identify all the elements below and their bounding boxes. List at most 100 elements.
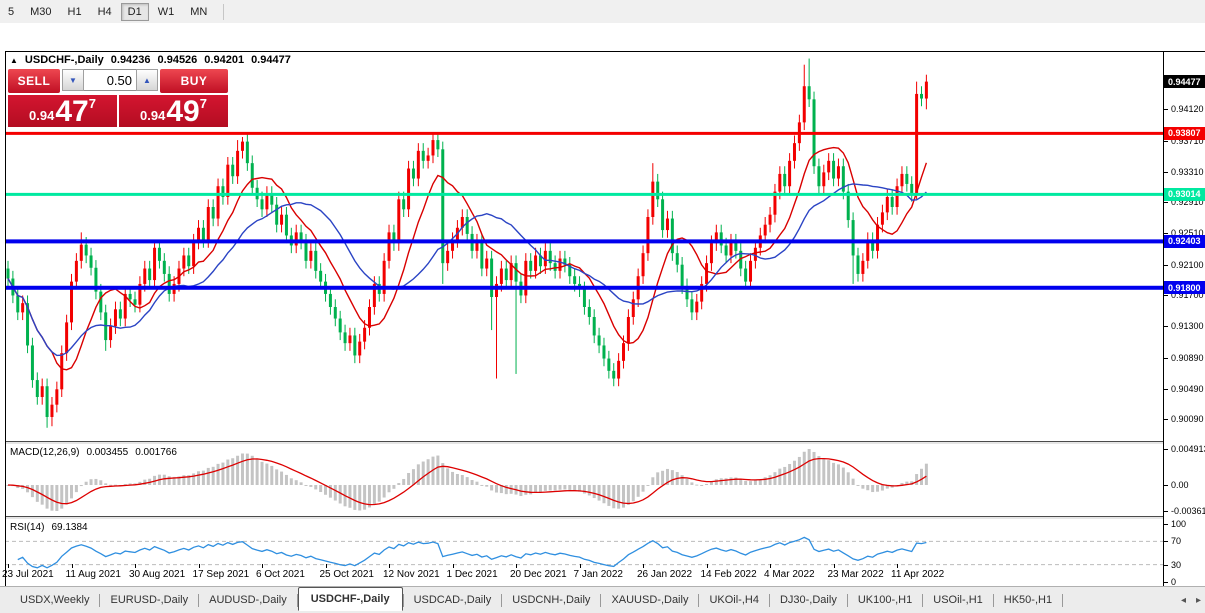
candle-body [724,245,728,256]
date-axis-tick [262,564,263,568]
candle-body [201,227,205,241]
tab-scroll-right-icon[interactable]: ▸ [1195,595,1201,606]
macd-signal-line [7,457,927,506]
chart-tab-uk100h1[interactable]: UK100-,H1 [857,594,913,606]
macd-histogram-bar [631,485,635,502]
horizontal-level-line[interactable] [5,239,1163,244]
candle-body [304,241,308,261]
chart-tab-usoilh1[interactable]: USOil-,H1 [933,594,983,606]
chart-tab-audusddaily[interactable]: AUDUSD-,Daily [209,594,287,606]
sell-price[interactable]: 0.94 47 7 [8,95,117,127]
candle-body [587,307,591,317]
date-axis-label: 12 Nov 2021 [383,569,440,580]
chart-tab-usdchfdaily[interactable]: USDCHF-,Daily [297,587,403,611]
volume-input[interactable] [84,69,136,91]
price-chart-svg[interactable] [5,51,1163,441]
chart-tab-eurusddaily[interactable]: EURUSD-,Daily [110,594,189,606]
chart-tab-ukoilh4[interactable]: UKOil-,H4 [709,594,759,606]
chart-tab-dj30daily[interactable]: DJ30-,Daily [779,594,837,606]
timeframe-button-m30[interactable]: M30 [30,5,52,18]
tab-separator [198,593,200,607]
tab-separator [768,593,770,607]
candle-body [148,268,152,281]
horizontal-level-line[interactable] [5,131,1163,135]
candle-body [880,212,884,225]
macd-histogram-bar [426,459,430,485]
candle-body [128,293,132,300]
ma-fast-line [7,146,928,371]
tab-scroll-arrows: ◂ ▸ [1181,587,1201,613]
date-axis-tick [389,564,390,568]
candle-body [622,343,626,361]
chart-tab-usdcnhdaily[interactable]: USDCNH-,Daily [512,594,591,606]
candle-body [270,193,274,205]
chart-tab-usdcaddaily[interactable]: USDCAD-,Daily [413,594,492,606]
macd-histogram-bar [221,462,225,485]
tab-separator [922,593,924,607]
chart-tab-hk50h1[interactable]: HK50-,H1 [1003,594,1053,606]
timeframe-button-w1[interactable]: W1 [157,5,175,18]
timeframe-button-h1[interactable]: H1 [67,5,82,18]
volume-decrease-icon[interactable]: ▼ [62,69,84,91]
candle-body [94,267,98,292]
macd-histogram-bar [910,481,914,485]
macd-histogram-bar [304,485,308,486]
rsi-panel[interactable] [5,519,1163,586]
macd-histogram-bar [177,476,181,485]
macd-name: MACD(12,26,9) [10,447,80,458]
macd-histogram-bar [582,485,586,494]
candle-body [543,250,547,267]
macd-histogram-bar [392,485,396,489]
chart-tab-xauusddaily[interactable]: XAUUSD-,Daily [611,594,689,606]
macd-histogram-bar [592,485,596,499]
macd-svg[interactable] [5,444,1163,516]
horizontal-level-line[interactable] [5,192,1163,196]
candle-body [558,258,562,271]
date-axis-tick [8,564,9,568]
candle-body [465,217,469,234]
candle-body [817,166,821,187]
date-axis-label: 26 Jan 2022 [637,569,693,580]
macd-histogram-bar [206,467,210,485]
macd-histogram-bar [753,480,757,485]
macd-histogram-bar [470,479,474,485]
macd-histogram-bar [216,463,220,485]
macd-histogram-bar [846,472,850,485]
macd-histogram-bar [240,453,244,485]
candle-body [480,241,484,269]
macd-histogram-bar [749,481,753,485]
chart-tab-usdxweekly[interactable]: USDX,Weekly [20,594,90,606]
macd-histogram-bar [55,485,59,511]
timeframe-button-5[interactable]: 5 [8,5,15,18]
sell-button[interactable]: SELL [8,69,60,93]
buy-button[interactable]: BUY [160,69,228,93]
candle-body [885,197,889,213]
timeframe-button-d1[interactable]: D1 [120,2,149,21]
candle-body [421,150,425,161]
buy-price[interactable]: 0.94 49 7 [119,95,228,127]
volume-increase-icon[interactable]: ▲ [136,69,158,91]
timeframe-button-h4[interactable]: H4 [97,5,112,18]
macd-histogram-bar [431,456,435,485]
candle-body [641,253,645,277]
rsi-svg[interactable] [5,519,1163,586]
candle-body [50,404,54,417]
macd-histogram-bar [529,485,533,495]
tab-separator [296,593,298,607]
macd-value-main: 0.003455 [86,447,129,458]
candle-body [915,93,919,194]
macd-histogram-bar [919,468,923,485]
macd-histogram-bar [411,469,415,485]
horizontal-level-line[interactable] [5,285,1163,290]
candle-body [485,258,489,269]
macd-histogram-bar [407,472,411,485]
collapse-objects-icon[interactable]: ▲ [10,55,18,65]
candle-body [372,283,376,307]
candle-body [895,186,899,207]
macd-panel[interactable] [5,444,1163,516]
candle-body [714,232,718,244]
candle-body [353,335,357,356]
tab-scroll-left-icon[interactable]: ◂ [1180,595,1186,606]
candle-wick [496,276,497,379]
timeframe-button-mn[interactable]: MN [190,5,208,18]
